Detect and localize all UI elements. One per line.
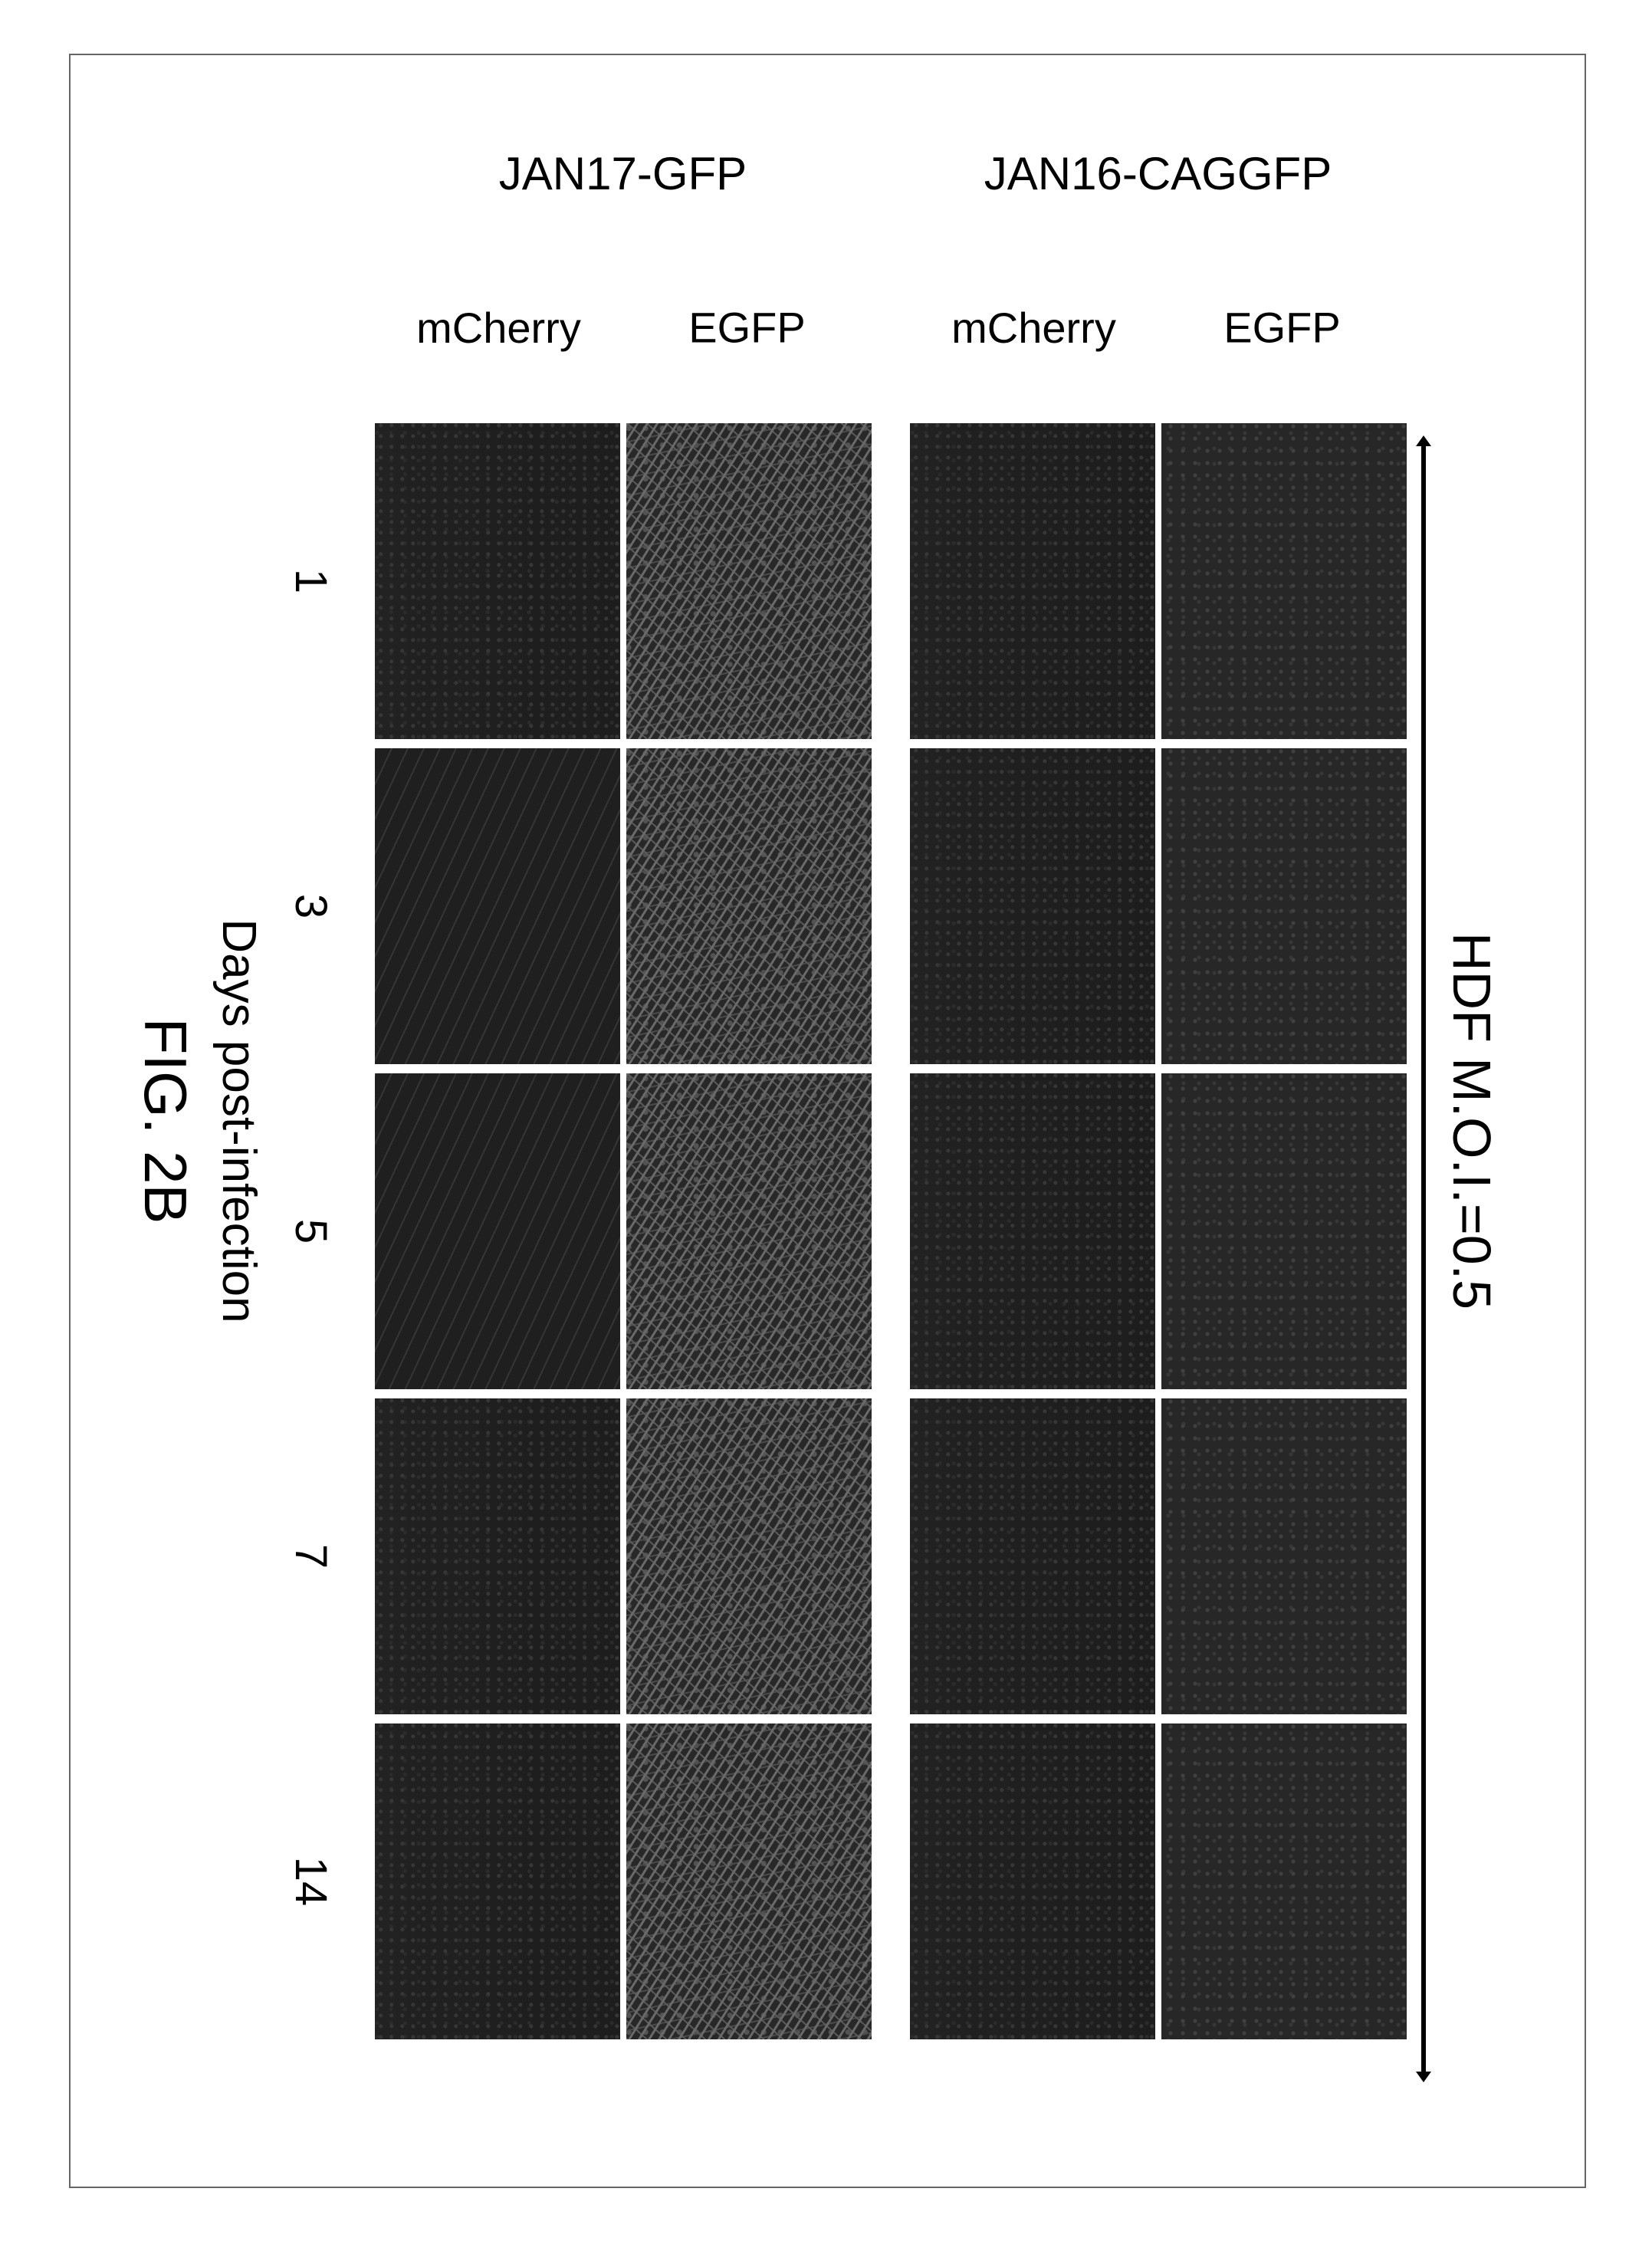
panel	[626, 423, 872, 739]
x-tick: 3	[285, 748, 337, 1064]
page-frame: HDF M.O.I.=0.5 JAN16-CAGGFP EGFP mCherry	[69, 54, 1586, 2188]
panel	[375, 748, 620, 1064]
title-rule	[1421, 446, 1426, 2072]
panel	[1161, 1723, 1407, 2039]
image-row-mcherry	[375, 423, 620, 2039]
group-label-text: JAN17-GFP	[499, 148, 747, 201]
group-label: JAN16-CAGGFP	[910, 117, 1407, 232]
rotated-wrapper: HDF M.O.I.=0.5 JAN16-CAGGFP EGFP mCherry	[130, 117, 1526, 2125]
image-row-egfp	[626, 423, 872, 2039]
x-tick: 1	[285, 423, 337, 739]
panel	[375, 1723, 620, 2039]
panel	[626, 748, 872, 1064]
panel	[1161, 748, 1407, 1064]
panel	[626, 1073, 872, 1389]
image-grid	[375, 423, 872, 2039]
panel	[1161, 1398, 1407, 1714]
figure: HDF M.O.I.=0.5 JAN16-CAGGFP EGFP mCherry	[130, 117, 1526, 2125]
x-tick: 14	[285, 1723, 337, 2039]
group-label: JAN17-GFP	[375, 117, 872, 232]
channel-mcherry: mCherry	[910, 232, 1158, 423]
channel-label: mCherry	[416, 303, 581, 353]
panel	[910, 1723, 1155, 2039]
x-tick: 7	[285, 1398, 337, 1714]
group-label-text: JAN16-CAGGFP	[984, 148, 1332, 201]
channel-col: EGFP mCherry	[910, 232, 1407, 423]
x-axis-label: Days post-infection	[212, 117, 266, 2125]
panel	[375, 1073, 620, 1389]
figure-caption: FIG. 2B	[130, 117, 200, 2125]
panel	[375, 423, 620, 739]
group-jan16: JAN16-CAGGFP EGFP mCherry	[910, 117, 1407, 2125]
channel-label: EGFP	[688, 303, 805, 353]
x-axis: 1 3 5 7 14	[285, 423, 337, 2125]
panel	[626, 1723, 872, 2039]
channel-egfp: EGFP	[1158, 232, 1407, 423]
panel	[1161, 423, 1407, 739]
channel-label: EGFP	[1223, 303, 1340, 353]
image-row-egfp	[1161, 423, 1407, 2039]
figure-title: HDF M.O.I.=0.5	[1441, 117, 1503, 2125]
panel	[1161, 1073, 1407, 1389]
channel-label: mCherry	[951, 303, 1116, 353]
panel	[910, 423, 1155, 739]
panel	[910, 748, 1155, 1064]
image-grid	[910, 423, 1407, 2039]
group-jan17: JAN17-GFP EGFP mCherry	[375, 117, 872, 2125]
panel	[626, 1398, 872, 1714]
panel	[910, 1398, 1155, 1714]
panel	[375, 1398, 620, 1714]
channel-mcherry: mCherry	[375, 232, 623, 423]
panel	[910, 1073, 1155, 1389]
x-tick: 5	[285, 1073, 337, 1389]
image-row-mcherry	[910, 423, 1155, 2039]
channel-col: EGFP mCherry	[375, 232, 872, 423]
channel-egfp: EGFP	[623, 232, 872, 423]
panel-rows: JAN16-CAGGFP EGFP mCherry	[130, 117, 1407, 2125]
